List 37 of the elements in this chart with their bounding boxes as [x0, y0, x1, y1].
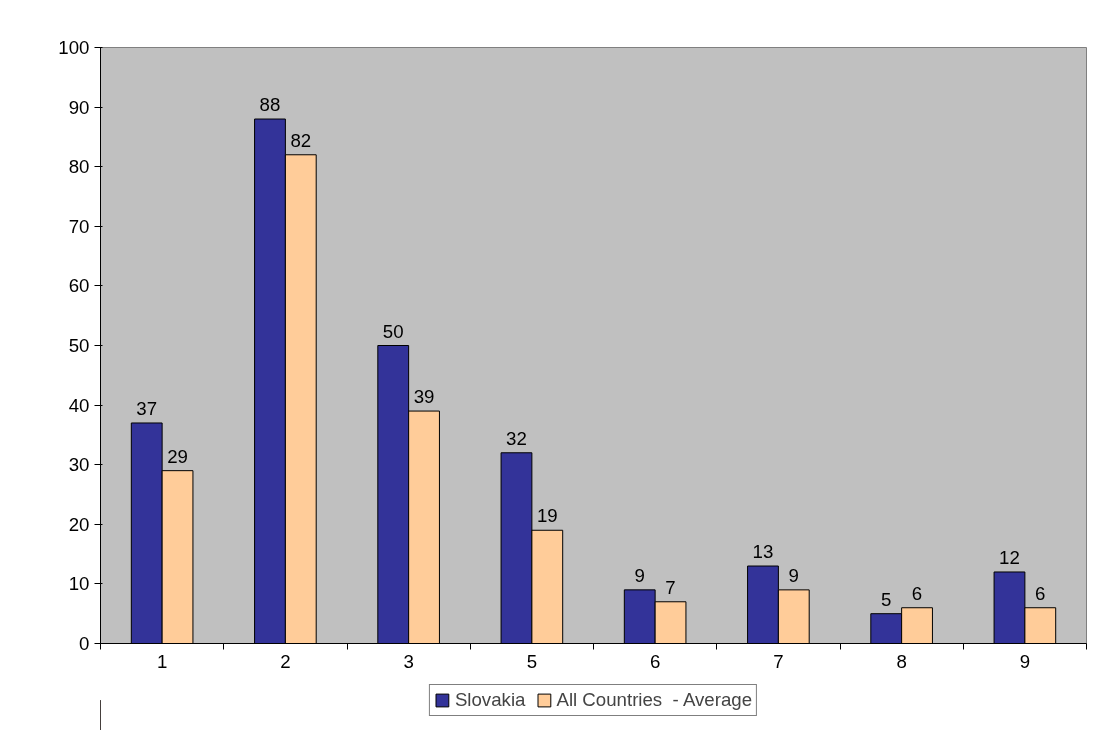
legend-label: Slovakia: [454, 689, 526, 711]
y-tick-label: 50: [68, 335, 90, 356]
x-tick-label: 9: [1019, 650, 1031, 672]
x-tick-label: 7: [773, 650, 784, 672]
data-label: 82: [290, 129, 312, 151]
y-tick-label: 90: [68, 96, 90, 118]
y-tick-label: 30: [68, 454, 90, 476]
data-label: 19: [536, 505, 558, 527]
y-tick-label: 40: [68, 394, 90, 416]
data-label: 6: [1035, 582, 1046, 604]
data-label: 9: [634, 564, 645, 586]
data-label: 5: [881, 588, 892, 610]
y-tick-label: 20: [68, 513, 90, 535]
x-tick-label: 6: [649, 650, 661, 672]
data-label: 7: [665, 576, 676, 598]
data-label: 39: [413, 386, 435, 408]
data-label: 32: [506, 427, 527, 449]
x-tick-label: 2: [280, 650, 291, 672]
x-tick-label: 5: [526, 650, 538, 672]
y-tick-label: 10: [68, 573, 90, 595]
x-tick-label: 8: [896, 650, 907, 672]
y-tick-label: 70: [68, 215, 90, 237]
legend-label: All Countries - Average: [556, 689, 753, 711]
y-tick-label: 80: [68, 156, 90, 178]
data-label: 29: [167, 445, 188, 467]
data-label: 6: [911, 582, 923, 604]
y-tick-label: 100: [58, 37, 90, 58]
data-label: 9: [788, 564, 799, 586]
x-tick-label: 3: [403, 650, 414, 672]
data-label: 37: [136, 397, 158, 419]
data-label: 50: [382, 320, 404, 342]
x-tick-label: 1: [156, 650, 168, 672]
data-label: 88: [259, 94, 281, 116]
data-label: 12: [999, 546, 1020, 568]
data-label: 13: [752, 541, 774, 563]
y-tick-label: 60: [68, 275, 90, 297]
y-tick-label: 0: [79, 633, 90, 654]
